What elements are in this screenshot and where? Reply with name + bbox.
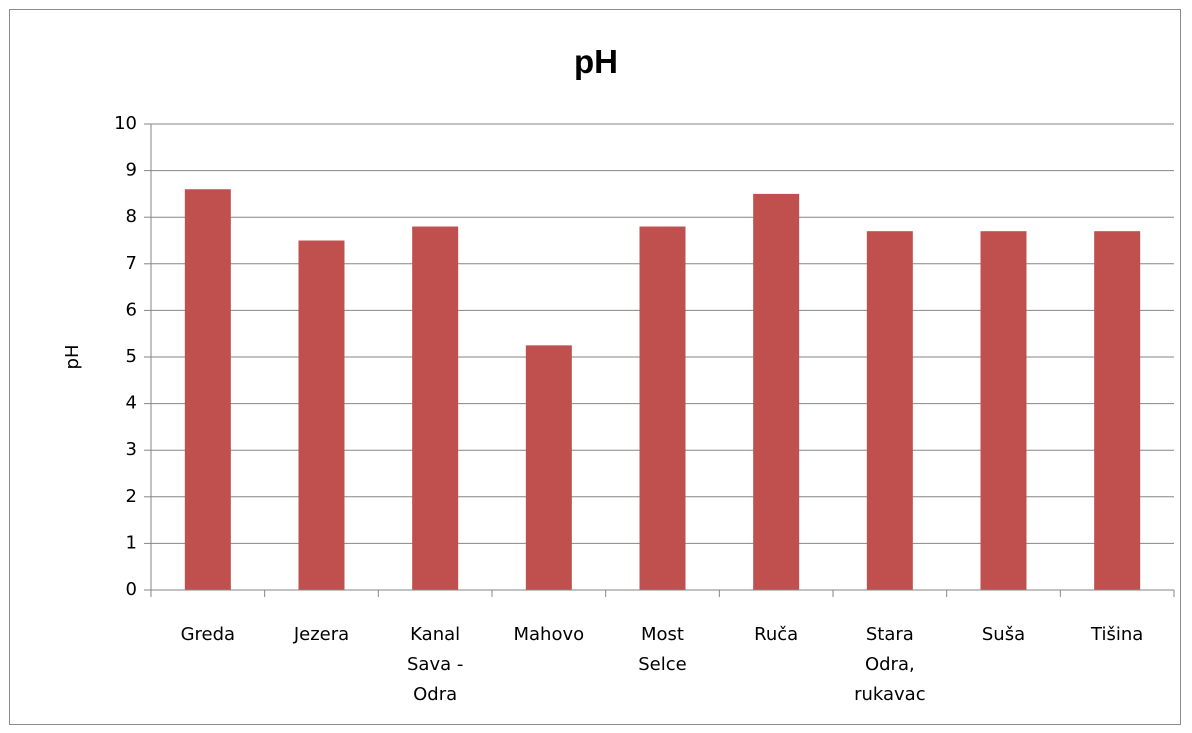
x-tick-label: Mahovo (514, 624, 585, 645)
x-tick-label: Tišina (1090, 624, 1143, 645)
bar (412, 226, 459, 590)
bar (866, 231, 913, 590)
y-tick-label: 3 (126, 439, 137, 460)
y-tick-label: 7 (126, 253, 137, 274)
axes (150, 124, 1175, 597)
x-tick-label: Stara Odra, rukavac (854, 624, 926, 705)
y-tick-labels: 0 1 2 3 4 5 6 7 8 9 10 (114, 113, 137, 600)
y-tick-label: 5 (126, 346, 137, 367)
bar (525, 345, 572, 590)
y-tick-label: 8 (126, 206, 137, 227)
x-tick-label: Most Selce (638, 624, 686, 675)
y-tick-label: 1 (126, 532, 137, 553)
y-tick-label: 0 (126, 579, 137, 600)
y-tick-label: 10 (114, 113, 137, 134)
bar (639, 226, 686, 590)
y-axis-label: pH (62, 345, 83, 370)
bar (298, 240, 345, 590)
x-tick-label: Jezera (293, 624, 349, 645)
x-tick-label: Kanal Sava -Odra (407, 624, 463, 705)
y-tick-label: 9 (126, 160, 137, 181)
y-tick-label: 6 (126, 299, 137, 320)
bar (1094, 231, 1141, 590)
bar (184, 189, 231, 591)
bar (753, 193, 800, 590)
x-tick-labels: Greda Jezera Kanal Sava -Odra Mahovo Most Selc… (181, 624, 1144, 705)
x-tick-label: Greda (181, 624, 235, 645)
y-tick-label: 4 (126, 393, 137, 414)
x-tick-label: Suša (982, 624, 1025, 645)
chart-title: pH (574, 43, 618, 80)
bars (184, 189, 1141, 591)
y-tick-label: 2 (126, 486, 137, 507)
bar (980, 231, 1027, 590)
x-tick-label: Ruča (754, 624, 798, 645)
